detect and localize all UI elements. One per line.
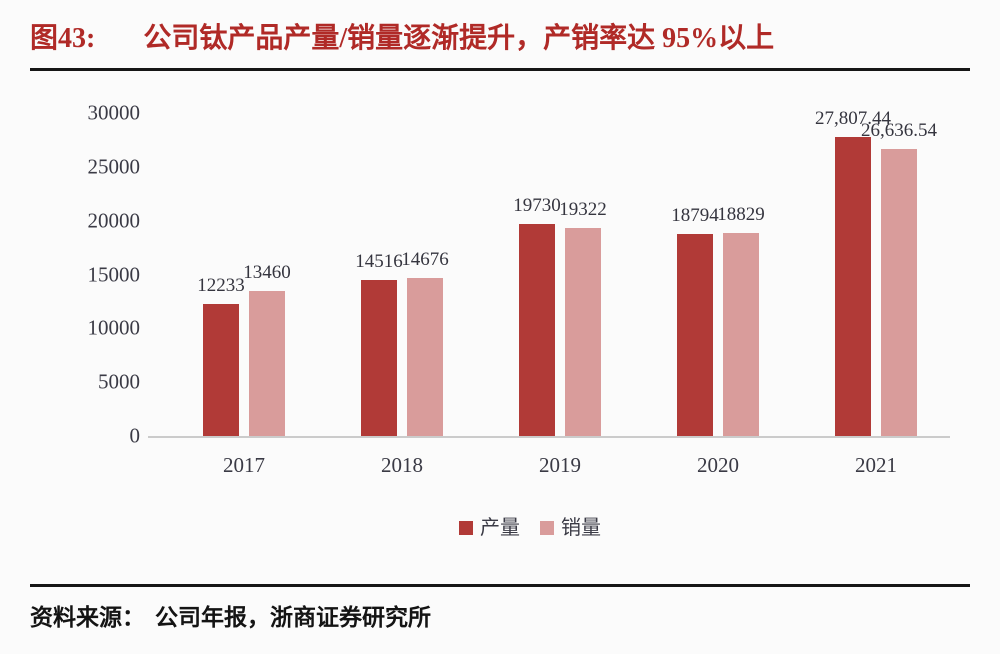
bar-value-label: 14516: [355, 250, 403, 272]
bar-value-label: 19730: [513, 194, 561, 216]
x-tick-label: 2021: [855, 453, 897, 477]
x-tick-label: 2020: [697, 453, 739, 477]
y-axis: 0 5000 10000 15000 20000 25000 30000: [0, 102, 141, 446]
bar-value-label: 18794: [671, 204, 719, 226]
y-tick-label: 15000: [87, 262, 141, 286]
y-tick-label: 30000: [87, 100, 141, 125]
bar-series-1: 27,807.44: [815, 109, 891, 436]
figure-number: 图43:: [30, 23, 96, 54]
x-axis-labels: 2017 2018 2019 2020 2021: [165, 453, 955, 478]
bar-group-2020: 18794 18829: [639, 113, 797, 436]
figure-title-text: 公司钛产品产量/销量逐渐提升，产销率达 95%以上: [143, 23, 775, 54]
source-note: 资料来源： 公司年报，浙商证券研究所: [30, 598, 970, 632]
x-tick-label: 2018: [381, 453, 423, 477]
bar-series-1: 12233: [197, 276, 245, 436]
bar-group-2021: 27,807.44 26,636.54: [797, 109, 955, 436]
bar-value-label: 18829: [717, 204, 765, 226]
bar-value-label: 12233: [197, 275, 245, 297]
x-tick-label: 2019: [539, 453, 581, 477]
bar-series-2: 19322: [559, 200, 607, 436]
y-tick-label: 25000: [87, 154, 141, 179]
bar-series-1: 18794: [671, 206, 719, 436]
bar-group-2018: 14516 14676: [323, 113, 481, 436]
bar-plot-area: 12233 13460 14516 14676 19730 19322 18794 18829…: [165, 109, 955, 436]
y-tick-label: 20000: [87, 208, 141, 233]
source-text: 公司年报，浙商证券研究所: [155, 605, 431, 630]
bar-value-label: 26,636.54: [861, 120, 937, 142]
bar-series-2: 18829: [717, 205, 765, 436]
bar-value-label: 14676: [401, 249, 449, 270]
bar-series-2: 14676: [401, 250, 449, 436]
legend-swatch-icon: [540, 521, 554, 535]
footer-divider: [30, 584, 970, 587]
y-tick-label: 5000: [98, 369, 140, 394]
bar-series-2: 26,636.54: [861, 121, 937, 436]
title-divider: [30, 68, 970, 71]
chart-legend: 产量 销量: [60, 518, 1000, 538]
bar-series-1: 14516: [355, 252, 403, 436]
bar-series-1: 19730: [513, 196, 561, 436]
legend-item: 销量: [540, 518, 601, 538]
legend-label: 销量: [561, 517, 601, 539]
x-axis-line: [148, 436, 950, 438]
source-label: 资料来源：: [30, 605, 145, 630]
bar-value-label: 19322: [559, 199, 607, 220]
figure-title: 图43: 公司钛产品产量/销量逐渐提升，产销率达 95%以上: [30, 16, 970, 56]
bar-series-2: 13460: [243, 263, 291, 436]
y-tick-label: 10000: [87, 315, 141, 340]
bar-group-2017: 12233 13460: [165, 113, 323, 436]
bar-value-label: 13460: [243, 262, 291, 284]
legend-item: 产量: [459, 518, 520, 538]
bar-group-2019: 19730 19322: [481, 113, 639, 436]
legend-swatch-icon: [459, 521, 473, 535]
y-tick-label: 0: [129, 423, 141, 448]
bar-value-label: 27,807.44: [815, 107, 891, 129]
x-tick-label: 2017: [223, 453, 265, 477]
legend-label: 产量: [480, 517, 520, 539]
